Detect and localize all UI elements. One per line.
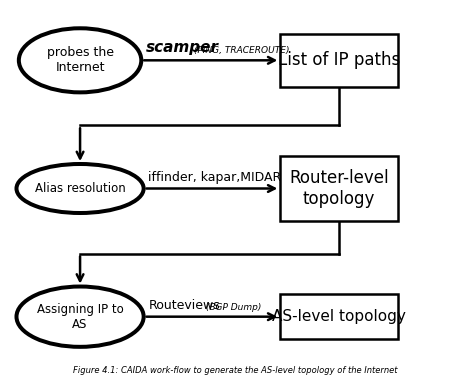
Text: List of IP paths: List of IP paths [278, 51, 400, 69]
Ellipse shape [19, 28, 141, 92]
Text: AS-level topology: AS-level topology [272, 309, 406, 324]
Text: (BGP Dump): (BGP Dump) [203, 303, 261, 312]
Text: probes the
Internet: probes the Internet [47, 46, 114, 74]
Bar [280, 294, 398, 339]
Text: Router-level
topology: Router-level topology [289, 169, 389, 208]
Text: Assigning IP to
AS: Assigning IP to AS [37, 303, 123, 331]
Text: Alias resolution: Alias resolution [35, 182, 125, 195]
Ellipse shape [16, 287, 144, 347]
Bar [280, 156, 398, 221]
Ellipse shape [16, 164, 144, 213]
Text: iffinder, kapar,MIDAR: iffinder, kapar,MIDAR [148, 171, 282, 184]
Text: Figure 4.1: CAIDA work-flow to generate the AS-level topology of the Internet: Figure 4.1: CAIDA work-flow to generate … [73, 366, 398, 375]
Text: Routeviews: Routeviews [148, 299, 220, 312]
Text: scamper: scamper [146, 40, 219, 55]
Bar [280, 34, 398, 87]
Text: (PING, TRACEROUTE): (PING, TRACEROUTE) [191, 46, 289, 55]
